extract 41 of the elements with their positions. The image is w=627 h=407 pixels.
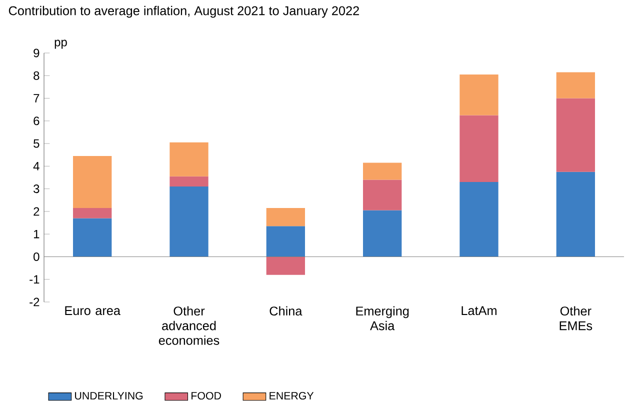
bar [363,162,402,180]
x-tick-label: Emerging Asia [356,306,409,330]
y-tick-label: 1 [34,230,40,238]
bar [73,218,112,257]
bar [73,208,112,218]
bar [170,142,208,177]
bar [170,176,208,187]
y-tick-label: 7 [34,94,40,103]
x-tick-label: Other EMEs [560,306,592,330]
x-tick-label: China [270,306,302,316]
bar [363,180,402,211]
bar [170,186,208,257]
bar [266,226,305,257]
bar [363,210,402,257]
y-tick-label: -2 [30,298,40,306]
y-axis-title: pp [54,40,67,49]
y-tick-label: 4 [33,162,40,171]
legend-label: UNDERLYING [75,392,143,400]
y-tick-label: -1 [30,275,40,284]
y-tick-label: 9 [34,48,40,58]
bar [556,72,595,98]
chart-title: Contribution to average inflation, August 2021 to January 2022 [8,6,359,18]
y-tick-label: 3 [34,184,40,194]
bar [460,182,498,257]
y-tick-label: 0 [34,252,40,262]
x-tick-label: Other advanced economies [158,306,220,346]
y-tick-label: 6 [34,116,40,126]
legend-label: FOOD [192,392,221,400]
x-tick-label: LatAm [462,306,496,316]
bar [73,156,112,208]
y-tick-label: 2 [34,207,40,216]
bar [460,74,498,116]
y-tick-label: 8 [34,72,40,80]
legend-label: ENERGY [270,392,314,400]
x-tick-label: Euro area [65,306,120,316]
y-tick-label: 5 [34,140,40,148]
bar [556,98,595,172]
bar [460,115,498,182]
bar [556,172,595,257]
bar [266,256,305,276]
bar [266,208,305,226]
